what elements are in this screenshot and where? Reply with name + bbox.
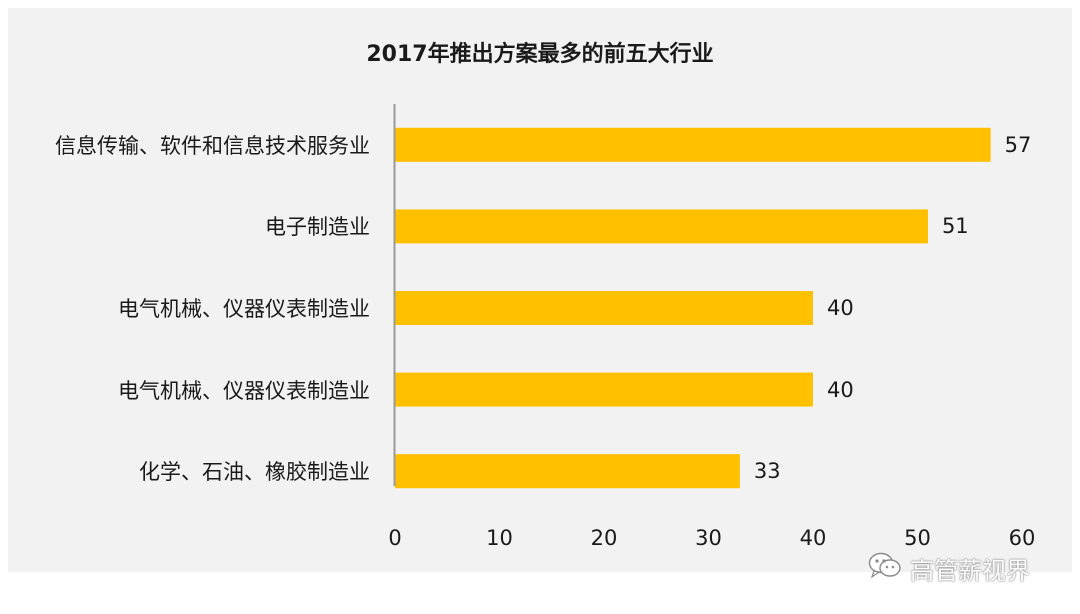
chart-title: 2017年推出方案最多的前五大行业 [366, 42, 714, 67]
category-label: 电子制造业 [265, 215, 370, 240]
data-label: 33 [753, 459, 781, 484]
bar [395, 127, 991, 162]
wechat-icon [868, 551, 902, 585]
bar [395, 209, 928, 244]
category-label: 化学、石油、橡胶制造业 [139, 460, 370, 485]
x-tick-label: 60 [1008, 526, 1036, 550]
category-label: 电气机械、仪器仪表制造业 [118, 297, 370, 321]
category-label: 信息传输、软件和信息技术服务业 [55, 133, 370, 158]
x-tick-label: 0 [388, 526, 402, 550]
x-tick-label: 10 [486, 526, 513, 550]
data-label: 40 [827, 296, 854, 320]
x-tick-label: 50 [904, 526, 931, 550]
data-label: 51 [941, 214, 969, 239]
bar [395, 291, 813, 325]
x-tick-label: 40 [799, 526, 827, 550]
bar [395, 454, 740, 489]
data-label: 40 [827, 377, 854, 402]
data-label: 57 [1004, 132, 1032, 157]
category-label: 电气机械、仪器仪表制造业 [118, 378, 370, 403]
bar [395, 372, 813, 407]
x-tick-label: 20 [590, 526, 618, 550]
watermark-text: 高管薪视界 [910, 556, 1030, 585]
watermark: 高管薪视界 [868, 550, 1030, 586]
x-tick-label: 30 [695, 526, 722, 550]
bars-layer [395, 127, 991, 489]
